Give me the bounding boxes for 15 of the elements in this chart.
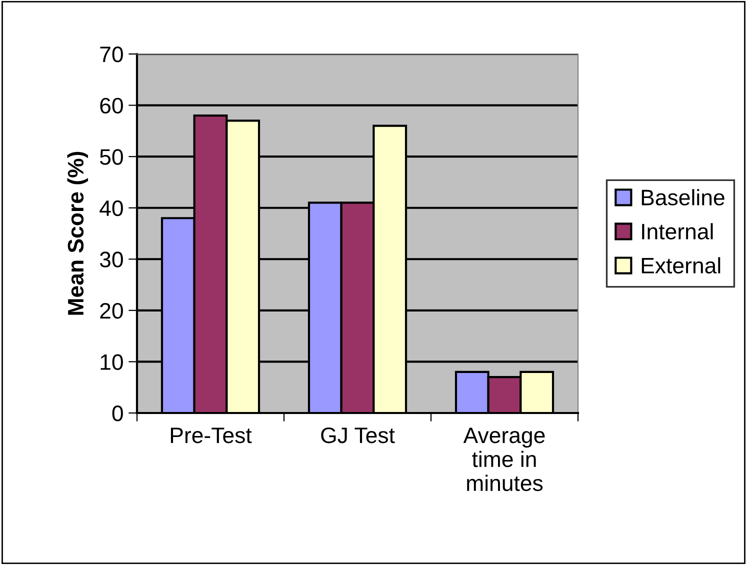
y-tick-label: 30 bbox=[100, 252, 123, 268]
y-tick-label: 10 bbox=[100, 354, 123, 370]
y-tick-label: 0 bbox=[112, 406, 123, 422]
y-tick-label: 70 bbox=[100, 46, 123, 62]
x-tick-label: GJ Test bbox=[321, 427, 395, 444]
y-tick-label: 20 bbox=[100, 302, 123, 319]
legend-label: Baseline bbox=[642, 189, 724, 206]
legend-label: Internal bbox=[642, 223, 713, 240]
y-axis-title: Mean Score (%) bbox=[67, 152, 88, 315]
x-tick-label: Average time in minutes bbox=[463, 428, 545, 492]
y-tick-label: 60 bbox=[100, 98, 123, 114]
y-tick-label: 50 bbox=[100, 149, 123, 165]
y-tick-label: 40 bbox=[100, 200, 123, 216]
legend-label: External bbox=[642, 257, 720, 274]
x-tick-label: Pre-Test bbox=[170, 428, 252, 444]
